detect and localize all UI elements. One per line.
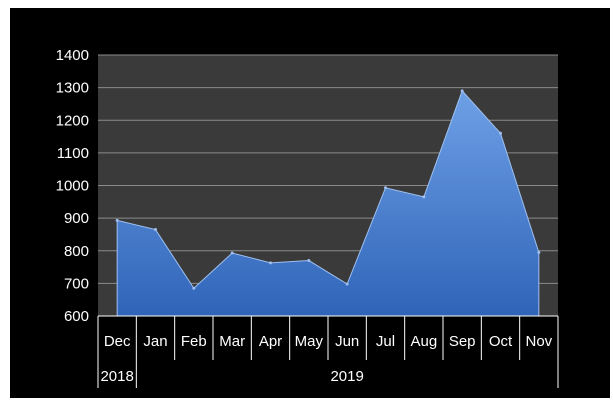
- data-point-jun: [345, 282, 349, 286]
- y-tick-label: 900: [64, 210, 89, 227]
- x-category-label: Feb: [181, 333, 207, 350]
- area-chart: 600 700 800 900 1000 1100 1200 1300 1400 Dec Jan F…: [56, 47, 559, 388]
- data-point-may: [307, 259, 311, 263]
- x-category-label: Jan: [143, 333, 167, 350]
- y-tick-label: 800: [64, 243, 89, 260]
- x-category-label: Dec: [104, 333, 131, 350]
- y-axis-tick-labels: 600 700 800 900 1000 1100 1200 1300 1400: [56, 47, 89, 325]
- x-axis-category-labels: Dec Jan Feb Mar Apr May Jun Jul Aug Sep Oct Nov: [104, 333, 553, 350]
- y-tick-label: 600: [64, 308, 89, 325]
- y-tick-label: 1200: [56, 112, 89, 129]
- x-category-label: Oct: [489, 333, 513, 350]
- data-point-feb: [192, 286, 196, 290]
- x-category-label: Nov: [525, 333, 552, 350]
- data-point-apr: [269, 261, 272, 265]
- area-series: [115, 89, 541, 317]
- y-tick-label: 1100: [57, 145, 89, 162]
- data-point-dec: [115, 218, 119, 222]
- chart-area: 600 700 800 900 1000 1100 1200 1300 1400 Dec Jan F…: [10, 8, 610, 398]
- data-point-sep: [460, 89, 464, 93]
- x-category-label: Jun: [335, 333, 359, 350]
- data-point-jul: [384, 186, 387, 190]
- data-point-oct: [499, 131, 502, 135]
- x-category-label: Aug: [410, 333, 437, 350]
- x-category-label: Apr: [259, 333, 282, 350]
- x-axis-year-labels: 2018 2019: [100, 368, 363, 385]
- data-point-jan: [154, 228, 157, 232]
- x-category-label: Mar: [219, 333, 245, 350]
- x-category-label: May: [295, 333, 324, 350]
- data-point-mar: [230, 251, 234, 255]
- x-year-label: 2018: [100, 368, 133, 385]
- y-tick-label: 1000: [56, 178, 89, 195]
- x-year-label: 2019: [330, 368, 363, 385]
- data-point-aug: [422, 195, 426, 199]
- x-category-label: Jul: [376, 333, 395, 350]
- x-category-label: Sep: [449, 333, 476, 350]
- y-tick-label: 1400: [56, 47, 89, 64]
- axes: [97, 315, 559, 388]
- data-point-nov: [537, 250, 541, 254]
- y-tick-label: 700: [64, 275, 89, 292]
- y-tick-label: 1300: [56, 80, 89, 97]
